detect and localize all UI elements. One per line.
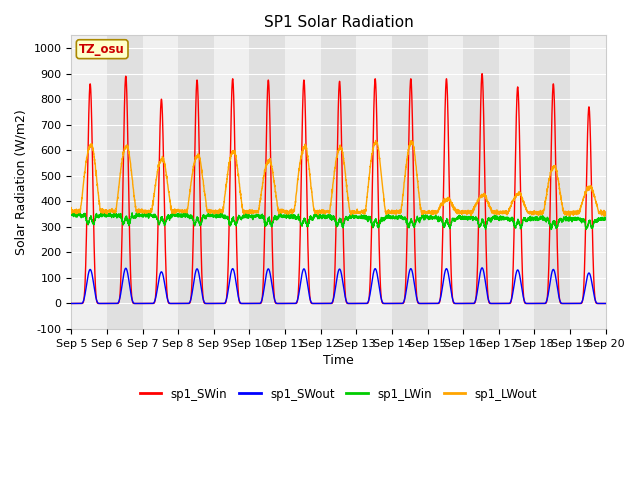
sp1_LWout	[216, 208, 224, 214]
sp1_LWout	[602, 212, 609, 218]
Bar	[356, 36, 392, 329]
sp1_LWout	[600, 214, 608, 219]
Text: TZ_osu: TZ_osu	[79, 43, 125, 56]
Bar	[214, 36, 250, 329]
Bar	[143, 36, 178, 329]
sp1_SWin	[216, 300, 224, 306]
sp1_LWout	[390, 210, 398, 216]
sp1_LWout	[551, 163, 559, 169]
sp1_SWout	[67, 300, 75, 306]
sp1_SWin	[400, 300, 408, 306]
Legend: sp1_SWin, sp1_SWout, sp1_LWin, sp1_LWout: sp1_SWin, sp1_SWout, sp1_LWin, sp1_LWout	[136, 383, 541, 405]
X-axis label: Time: Time	[323, 354, 354, 367]
sp1_SWout	[216, 300, 224, 306]
Bar	[534, 36, 570, 329]
sp1_LWout	[400, 185, 408, 191]
sp1_LWin	[602, 216, 609, 222]
Line: sp1_LWin: sp1_LWin	[71, 211, 605, 229]
Bar	[499, 36, 534, 329]
Bar	[321, 36, 356, 329]
Bar	[285, 36, 321, 329]
Line: sp1_SWout: sp1_SWout	[71, 268, 605, 303]
sp1_LWin	[217, 212, 225, 218]
sp1_SWout	[182, 300, 189, 306]
sp1_SWout	[478, 265, 486, 271]
sp1_SWin	[390, 300, 398, 306]
sp1_LWout	[602, 210, 609, 216]
sp1_SWin	[478, 71, 486, 76]
sp1_LWin	[482, 227, 490, 232]
sp1_SWin	[551, 121, 559, 127]
sp1_LWin	[182, 210, 189, 216]
sp1_SWin	[67, 300, 75, 306]
sp1_LWin	[390, 215, 398, 221]
Bar	[463, 36, 499, 329]
sp1_SWout	[390, 300, 398, 306]
Bar	[570, 36, 605, 329]
Bar	[107, 36, 143, 329]
sp1_SWout	[602, 300, 609, 306]
sp1_LWin	[602, 215, 609, 220]
sp1_LWout	[182, 207, 189, 213]
sp1_LWout	[372, 138, 380, 144]
Line: sp1_SWin: sp1_SWin	[71, 73, 605, 303]
sp1_SWout	[551, 270, 559, 276]
Title: SP1 Solar Radiation: SP1 Solar Radiation	[264, 15, 413, 30]
sp1_SWin	[602, 300, 609, 306]
Bar	[428, 36, 463, 329]
sp1_LWin	[70, 208, 78, 214]
Bar	[392, 36, 428, 329]
Y-axis label: Solar Radiation (W/m2): Solar Radiation (W/m2)	[15, 109, 28, 255]
sp1_LWout	[67, 204, 75, 210]
Bar	[71, 36, 107, 329]
sp1_LWin	[400, 216, 408, 222]
Line: sp1_LWout: sp1_LWout	[71, 141, 605, 216]
sp1_SWin	[602, 300, 609, 306]
sp1_SWin	[182, 300, 189, 306]
sp1_LWin	[67, 212, 75, 218]
Bar	[250, 36, 285, 329]
sp1_SWout	[602, 300, 609, 306]
sp1_SWout	[400, 299, 408, 305]
sp1_LWin	[551, 222, 559, 228]
Bar	[178, 36, 214, 329]
